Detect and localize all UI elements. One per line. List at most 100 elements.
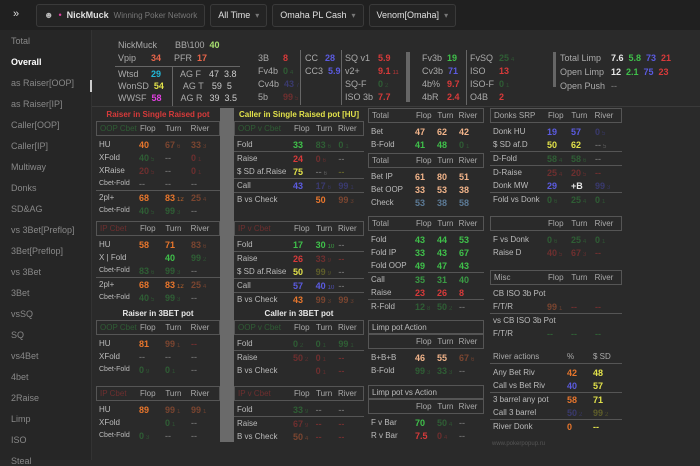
sidebar-item-steal[interactable]: Steal (11, 456, 32, 466)
stat-value: 83 12 (165, 193, 191, 203)
row-label: Cbet-Fold (99, 267, 130, 274)
stat-value: 99 1 (338, 181, 361, 191)
stat-number: 41 (415, 139, 426, 150)
row-label: Cbet-Fold (99, 207, 130, 214)
sidebar-item-as-raiser-ip-[interactable]: as Raiser[IP] (11, 99, 63, 109)
column-header: Flop (416, 156, 432, 165)
row-label: X | Fold (99, 253, 127, 262)
online-dot-icon: • (58, 10, 62, 20)
stat-number: 99 (165, 292, 176, 303)
sidebar-item-2raise[interactable]: 2Raise (11, 393, 40, 403)
stat-label: Total Limp (560, 53, 602, 63)
sidebar-item-total[interactable]: Total (11, 36, 31, 46)
sidebar-item-caller-ip-[interactable]: Caller[IP] (11, 141, 49, 151)
footer-link[interactable]: www.pokerpopup.ru (492, 441, 546, 447)
stat-value: 83 6 (316, 140, 339, 150)
column-header: River (190, 323, 210, 332)
stat-value: 99 5 (283, 92, 298, 102)
stat-row: WWSF 58 AG R 39 3.5 (118, 93, 237, 103)
sidebar-item-overall[interactable]: Overall (11, 57, 42, 67)
stat-number: 0 (338, 139, 344, 150)
stat-number: 25 (571, 234, 582, 245)
sample-size: 6 (583, 157, 587, 164)
stat-value: 7.5 (415, 431, 437, 441)
stat-value: 67 3 (571, 248, 595, 258)
stat-number: 67 (571, 247, 582, 258)
table-row: F v Bar 70 50 4 -- (368, 416, 484, 429)
stat-value: -- (165, 179, 191, 189)
sidebar-item-vssq[interactable]: vsSQ (11, 309, 34, 319)
stat-row: WonSD 54 AG T 59 5 (118, 81, 232, 91)
game-dropdown[interactable]: Omaha PL Cash ▾ (272, 3, 364, 27)
sidebar-item-iso[interactable]: ISO (11, 435, 27, 445)
stat-number: 0 (547, 234, 553, 245)
column-header: Turn (437, 337, 454, 346)
stats-panel-b2: IP v Cbet Flop Turn River Fold 17 30 10 -- Raise 2… (234, 221, 364, 306)
sample-size: 2 (385, 83, 389, 89)
stat-number: 99 (165, 338, 176, 349)
stat-value: -- 6 (316, 167, 339, 177)
stat-number: 2.4 (447, 92, 460, 102)
stat-number: 53 (459, 234, 470, 245)
stat-number: -- (338, 266, 345, 277)
stat-label: 4bR (422, 92, 439, 102)
sidebar-item-multiway[interactable]: Multiway (11, 162, 47, 172)
sidebar-item-vs-3bet-preflop-[interactable]: vs 3Bet[Preflop] (11, 225, 75, 235)
table-row: B vs Check 50 99 3 (234, 192, 364, 206)
column-header: IP v Cbet (238, 224, 271, 233)
panel-header: IP v Cbet Flop Turn River (234, 221, 364, 236)
stat-value: 51 (459, 172, 481, 182)
stat-value: 25 4 (571, 195, 595, 205)
stat-value: -- (547, 329, 571, 339)
sidebar-item-as-raiser-oop-[interactable]: as Raiser[OOP] (11, 78, 75, 88)
stat-number: 40 (209, 40, 220, 50)
sidebar-item-sq[interactable]: SQ (11, 330, 25, 340)
sample-size: 4 (511, 57, 515, 63)
sample-size: 1 (602, 238, 606, 245)
sample-size: 5 (602, 130, 606, 137)
sidebar-item-4bet[interactable]: 4bet (11, 372, 29, 382)
stat-number: 26 (437, 287, 448, 298)
stat-value: 46 (415, 353, 437, 363)
sample-size: 4 (559, 171, 563, 178)
sample-size: 3 (177, 209, 181, 216)
stat-number: 99 (338, 194, 349, 205)
sample-size: 9 (327, 270, 332, 277)
sidebar-item-caller-oop-[interactable]: Caller[OOP] (11, 120, 60, 130)
stat-number: -- (595, 328, 601, 339)
sample-size: 2 (300, 342, 304, 349)
stat-number: -- (571, 301, 577, 312)
column-header: Flop (416, 111, 432, 120)
stat-value: 99 1 (165, 339, 191, 349)
sample-size: 12 (177, 283, 184, 290)
stat-number: 83 (165, 192, 176, 203)
column-header: Turn (437, 111, 454, 120)
sample-size: 10 (327, 284, 335, 291)
sidebar-item-sd-ag[interactable]: SD&AG (11, 204, 43, 214)
sidebar-item-vs-3bet[interactable]: vs 3Bet (11, 267, 42, 277)
row-label: $ SD af.Raise (237, 267, 287, 276)
sidebar-item-limp[interactable]: Limp (11, 414, 31, 424)
period-dropdown[interactable]: All Time ▾ (210, 3, 268, 27)
sample-size: 7 (296, 83, 300, 89)
scrollbar[interactable] (406, 52, 410, 102)
sidebar-item-vs4bet[interactable]: vs4Bet (11, 351, 39, 361)
expand-sidebar-icon[interactable]: » (13, 8, 20, 20)
sample-size: 4 (449, 421, 453, 428)
player-selector[interactable]: ☻ • NickMuck Winning Poker Network (36, 3, 206, 27)
sidebar-item-3bet[interactable]: 3Bet (11, 288, 30, 298)
panel-header: Flop Turn River (490, 216, 622, 231)
sidebar-item-3bet-preflop-[interactable]: 3Bet[Preflop] (11, 246, 64, 256)
sidebar-item-donks[interactable]: Donks (11, 183, 37, 193)
panel-header: Total Flop Turn River (368, 216, 484, 231)
stat-number: 75 (293, 166, 304, 177)
sample-size: 12 (177, 196, 184, 203)
site-dropdown[interactable]: Venom[Omaha] ▾ (368, 3, 457, 27)
row-label: D-Raise (493, 168, 522, 177)
stat-number: 43 (437, 247, 448, 258)
